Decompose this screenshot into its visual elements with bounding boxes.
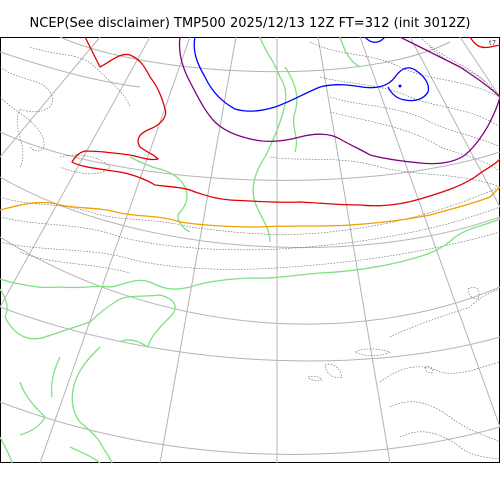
contour-purple — [178, 37, 500, 165]
contour-green — [0, 37, 500, 463]
map-title: NCEP(See disclaimer) TMP500 2025/12/13 1… — [29, 16, 471, 31]
corner-label: t7 — [489, 39, 496, 47]
contour-red — [71, 37, 500, 207]
contour-blue — [193, 37, 430, 112]
weather-map: t7 — [0, 37, 500, 463]
contour-orange — [0, 186, 500, 228]
map-canvas: t7 — [0, 37, 500, 463]
